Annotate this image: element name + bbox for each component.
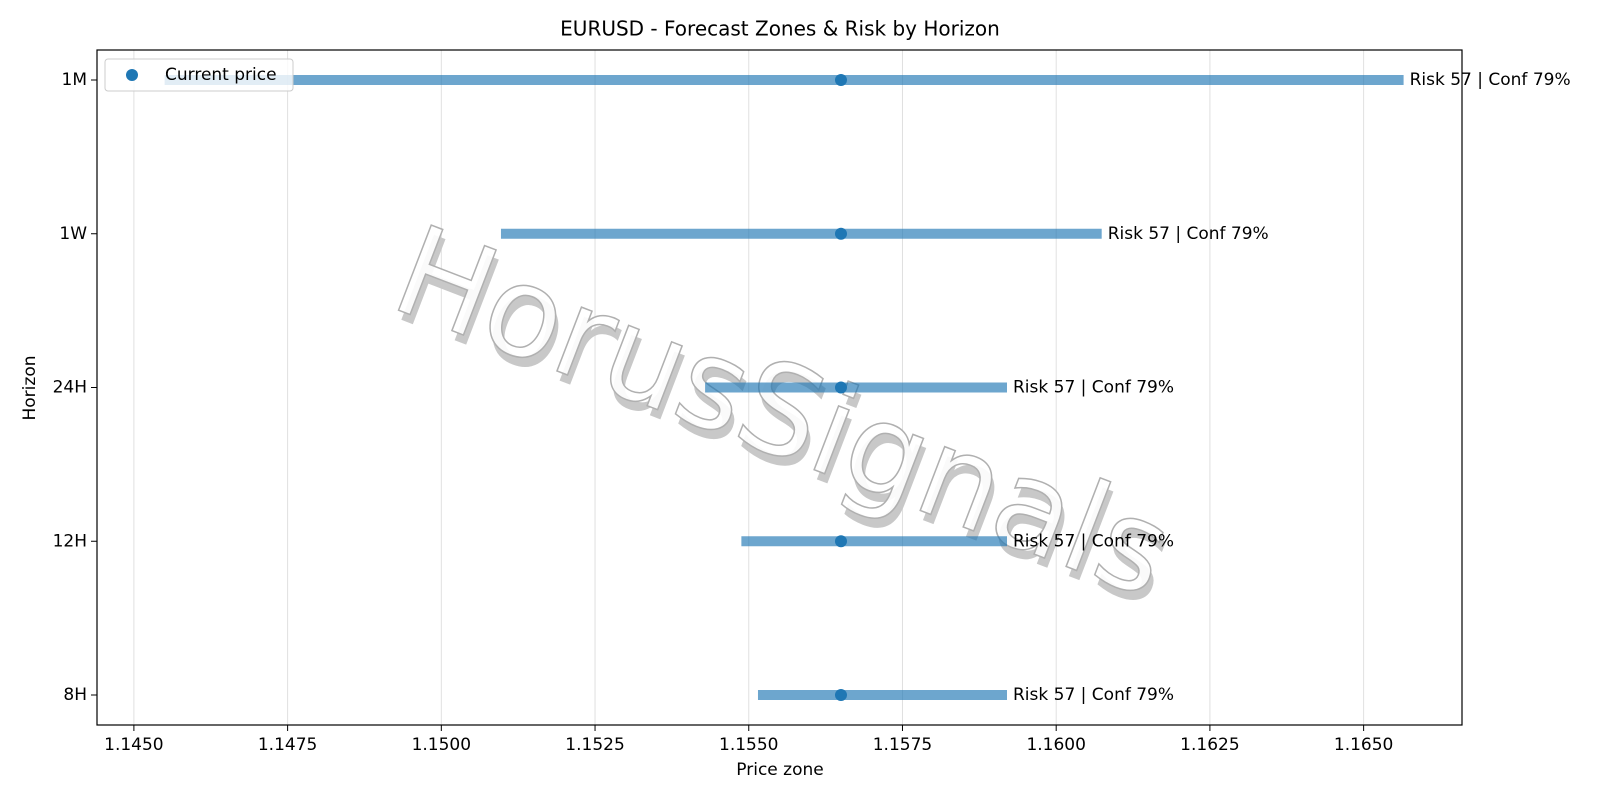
current-price-point (834, 381, 847, 394)
y-tick-label: 8H (63, 685, 87, 705)
current-price-point (834, 689, 847, 701)
annotation: Risk 57 | Conf 79% (1013, 685, 1174, 705)
y-tick-label: 24H (53, 378, 87, 398)
y-tick-label: 12H (53, 531, 87, 551)
x-tick-label: 1.1600 (1026, 735, 1085, 755)
annotation: Risk 57 | Conf 79% (1108, 224, 1269, 244)
legend-marker (126, 69, 138, 81)
plot-frame (96, 49, 1463, 726)
legend: Current price (104, 58, 294, 92)
chart-title: EURUSD - Forecast Zones & Risk by Horizo… (560, 17, 1000, 41)
x-tick-label: 1.1475 (258, 735, 317, 755)
watermark-text: HorusSignals (376, 198, 1189, 626)
legend-box (104, 58, 294, 92)
annotation: Risk 57 | Conf 79% (1013, 378, 1174, 398)
legend-label: Current price (165, 65, 277, 85)
x-tick-label: 1.1525 (565, 735, 624, 755)
x-tick-label: 1.1650 (1334, 735, 1393, 755)
x-tick-label: 1.1450 (104, 735, 163, 755)
y-tick-label: 1W (59, 224, 87, 244)
y-tick-label: 1M (62, 70, 87, 90)
x-tick-label: 1.1550 (719, 735, 778, 755)
x-axis-label: Price zone (736, 760, 823, 780)
x-tick-label: 1.1625 (1180, 735, 1239, 755)
current-price-point (834, 535, 847, 548)
current-price-point (834, 227, 847, 240)
annotation: Risk 57 | Conf 79% (1013, 531, 1174, 551)
x-tick-label: 1.1575 (873, 735, 932, 755)
current-price-point (834, 74, 847, 86)
annotation: Risk 57 | Conf 79% (1410, 70, 1571, 90)
x-tick-label: 1.1500 (412, 735, 471, 755)
y-axis-label: Horizon (20, 356, 40, 421)
